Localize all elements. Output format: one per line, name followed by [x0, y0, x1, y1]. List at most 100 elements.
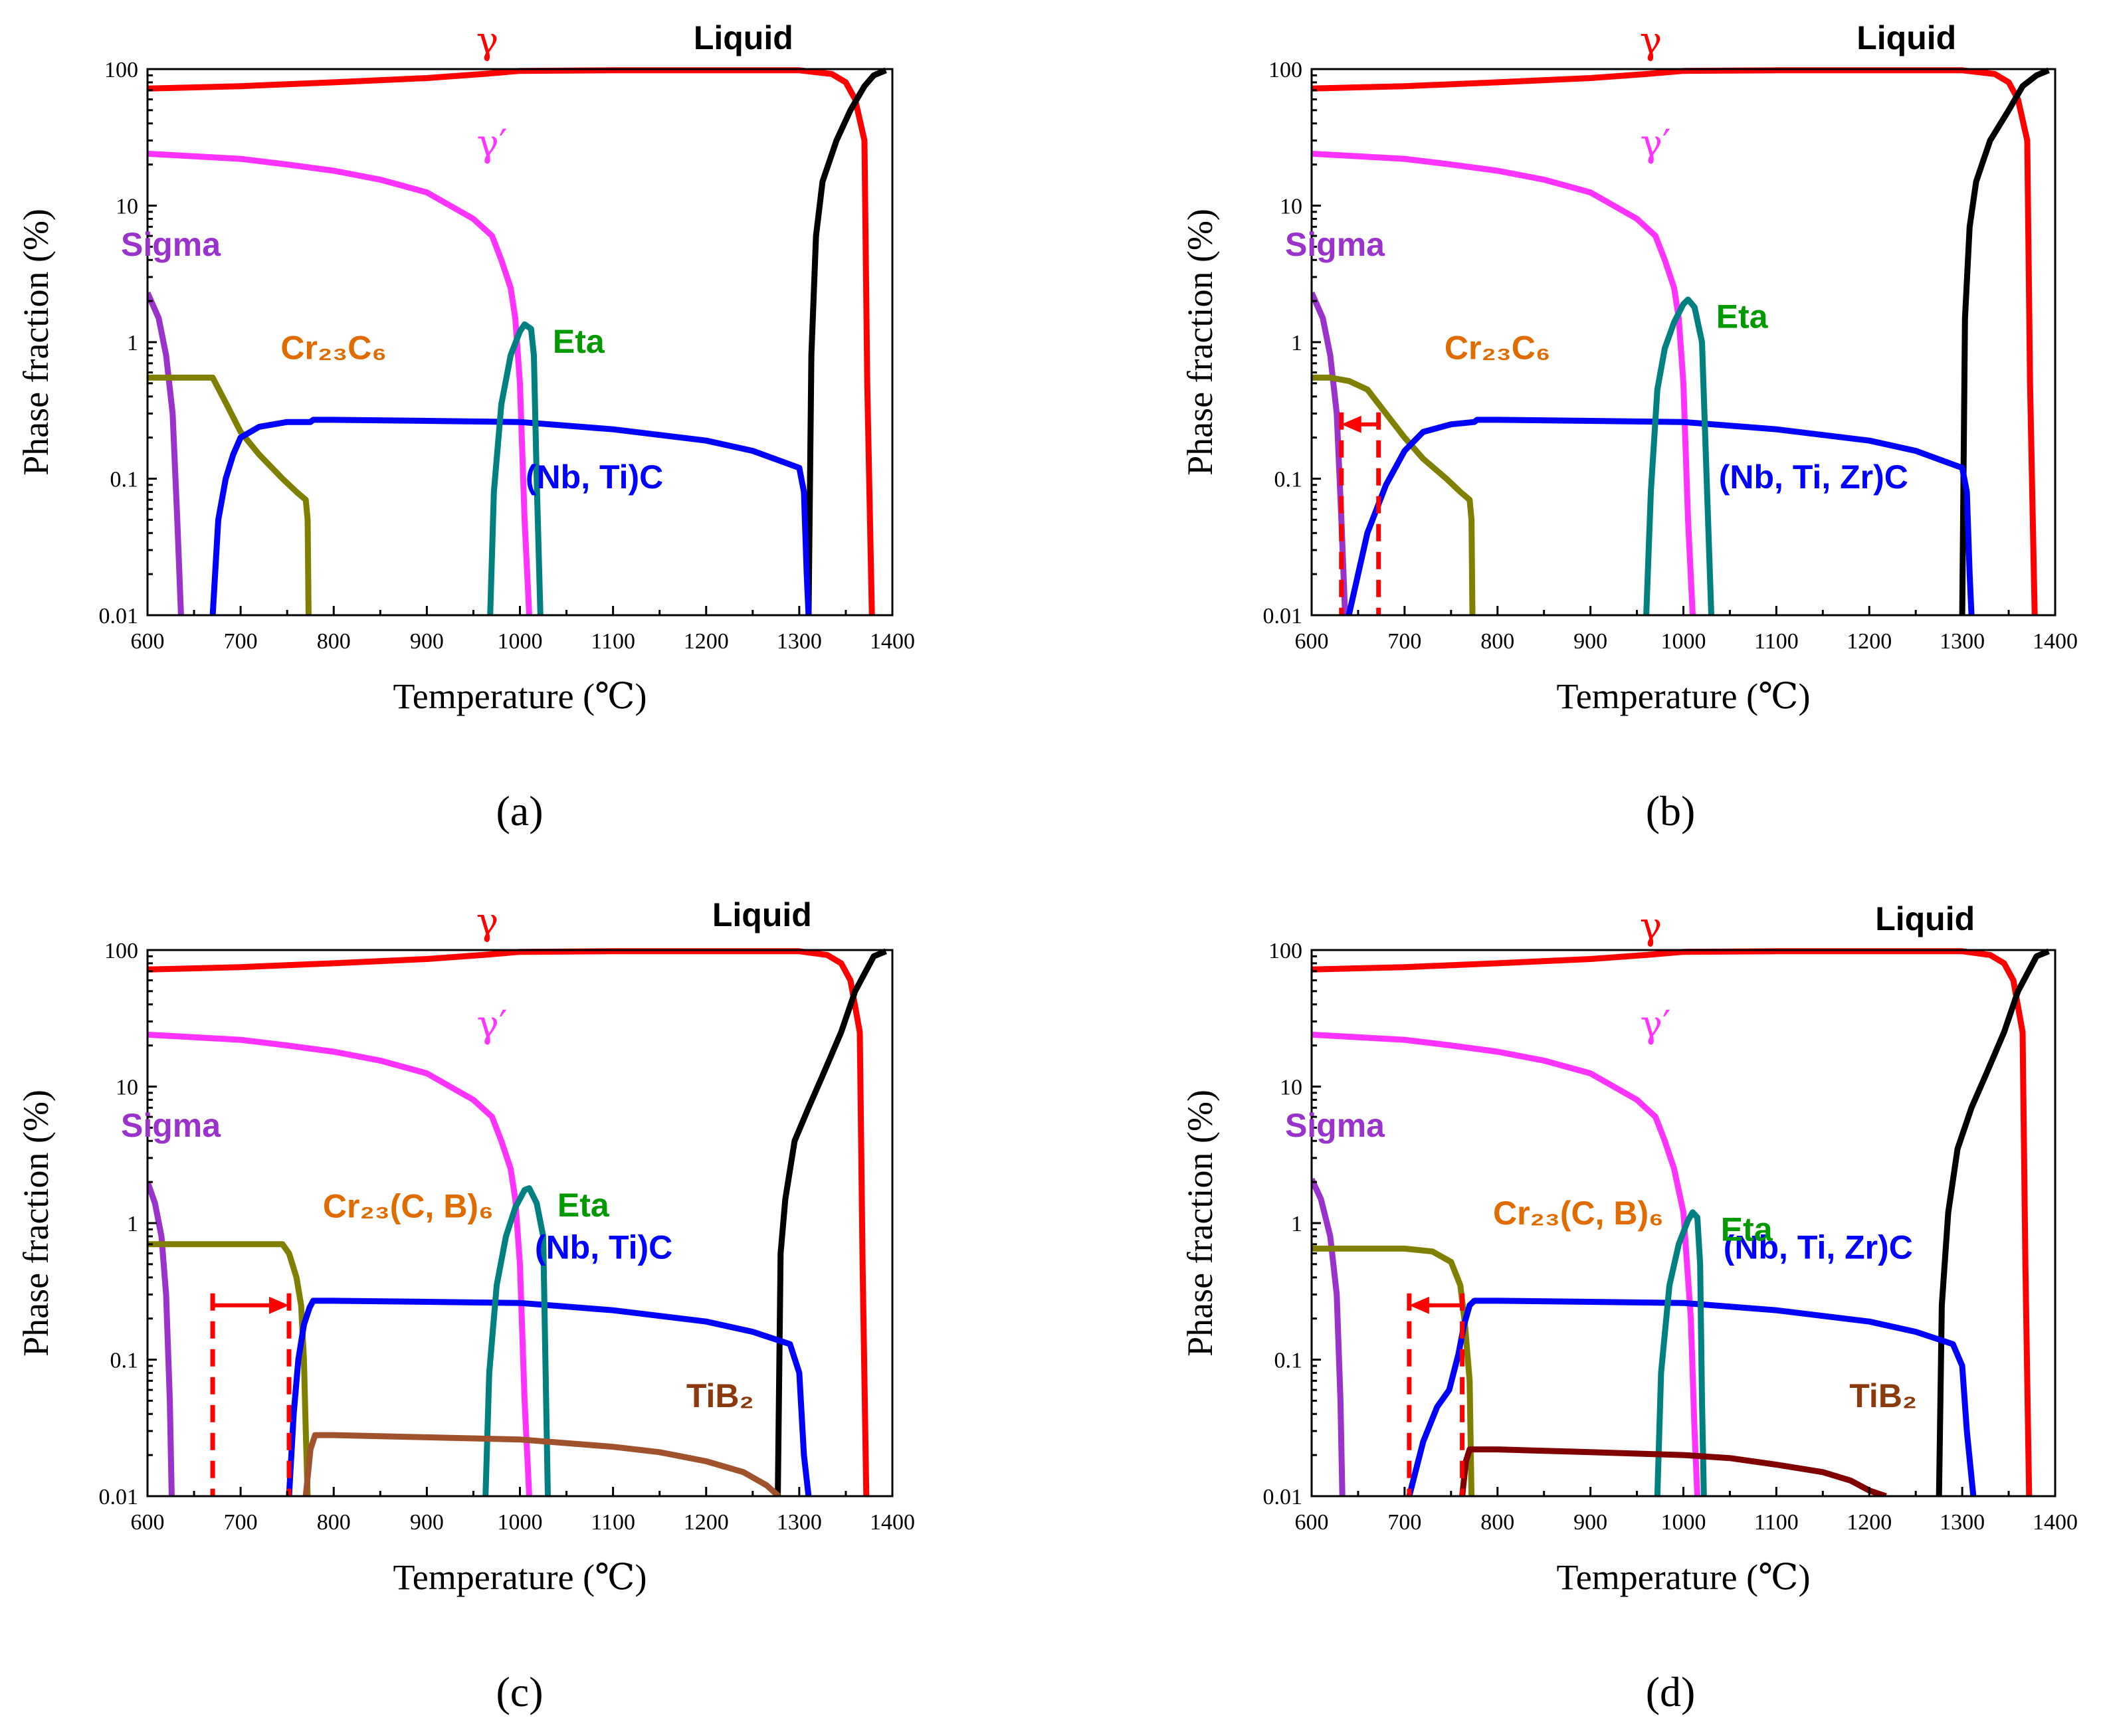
x-tick-label: 800: [317, 629, 351, 654]
series-group: [1312, 948, 2050, 1496]
phase-label-nb-ti-zr-c: (Nb, Ti, Zr)C: [1719, 458, 1908, 496]
y-tick-label: 100: [104, 58, 138, 82]
x-tick-label: 600: [131, 1510, 165, 1535]
x-tick-label: 800: [1480, 629, 1514, 654]
series-line-eta: [1643, 296, 1714, 615]
phase-label-tib: TiB₂: [1849, 1377, 1917, 1414]
x-tick-label: 1100: [1754, 1510, 1799, 1535]
x-tick-label: 1400: [2033, 629, 2078, 654]
phase-label-nb-ti-c: (Nb, Ti)C: [526, 458, 663, 496]
chart-panel-3: 600 700 800 900 1000 1100 1200 1300 14000.010.11…: [16, 896, 915, 1715]
shift-arrowhead: [1409, 1296, 1429, 1314]
x-tick-label: 900: [1573, 1510, 1607, 1535]
phase-label-gamma: γ′: [476, 1003, 507, 1046]
y-tick-label: 100: [104, 939, 138, 963]
y-tick-label: 1: [127, 331, 138, 355]
phase-label-eta: Eta: [1716, 298, 1769, 336]
x-tick-label: 1200: [684, 629, 729, 654]
phase-label-carbide: Cr₂₃C₆: [280, 330, 387, 367]
series-line-gamma: [1312, 67, 2038, 615]
x-tick-label: 1100: [591, 1510, 635, 1535]
y-tick-label: 0.01: [1263, 1485, 1303, 1509]
series-group: [148, 948, 887, 1496]
series-line-gamma: [1312, 1031, 1700, 1496]
series-line-nb-ti-zr-c: [1346, 417, 1975, 615]
y-tick-label: 10: [116, 1076, 138, 1100]
panel-label: (c): [496, 1668, 543, 1715]
phase-label-gamma: γ′: [1640, 122, 1670, 165]
shift-annotation: [1339, 412, 1381, 615]
x-tick-label: 700: [1387, 1510, 1421, 1535]
series-line-liquid: [1959, 67, 2050, 615]
y-tick-label: 100: [1268, 939, 1302, 963]
phase-label-liquid: Liquid: [1856, 19, 1956, 56]
y-tick-label: 10: [1280, 195, 1302, 219]
y-tick-label: 1: [1291, 331, 1302, 355]
y-tick-label: 0.1: [110, 1349, 139, 1373]
series-line-eta: [1654, 1209, 1707, 1496]
x-tick-label: 600: [1295, 629, 1329, 654]
x-tick-label: 1000: [498, 629, 543, 654]
phase-label-sigma: Sigma: [1285, 1107, 1385, 1144]
shift-annotation: [210, 1293, 292, 1496]
x-tick-label: 700: [1387, 629, 1421, 654]
y-axis-title: Phase fraction (%): [1180, 209, 1220, 476]
y-axis-title: Phase fraction (%): [1180, 1090, 1220, 1357]
phase-label-gamma: γ: [476, 20, 498, 63]
x-tick-label: 1300: [777, 1510, 822, 1535]
phase-label-liquid: Liquid: [712, 896, 812, 933]
series-line-gamma: [148, 948, 870, 1496]
phase-label-sigma: Sigma: [121, 1107, 221, 1144]
series-line-nb-ti-c: [286, 1298, 812, 1496]
phase-label-eta: Eta: [553, 323, 605, 360]
x-tick-label: 1100: [591, 629, 635, 654]
phase-label-gamma: γ: [1640, 20, 1662, 63]
y-tick-label: 0.01: [1263, 604, 1303, 628]
series-line-tib: [302, 1432, 781, 1496]
x-tick-label: 900: [410, 1510, 444, 1535]
y-axis-title: Phase fraction (%): [16, 209, 56, 476]
phase-label-gamma: γ: [1640, 906, 1662, 949]
chart-panel-2: 600 700 800 900 1000 1100 1200 1300 14000.010.11…: [1180, 19, 2078, 834]
x-tick-label: 1300: [777, 629, 822, 654]
series-line-gamma: [148, 150, 532, 615]
x-tick-label: 600: [131, 629, 165, 654]
y-tick-label: 0.1: [1274, 468, 1303, 492]
x-axis-title: Temperature (℃): [1557, 1557, 1811, 1597]
phase-label-eta: Eta: [557, 1187, 610, 1224]
series-line-nb-ti-c: [209, 417, 812, 615]
x-tick-label: 1000: [1661, 629, 1706, 654]
y-tick-label: 0.1: [110, 468, 139, 492]
series-line-crc: [1312, 374, 1476, 615]
series-line-tib: [1459, 1446, 1887, 1496]
phase-label-gamma: γ: [476, 901, 498, 944]
x-tick-label: 1000: [498, 1510, 543, 1535]
series-line-gamma: [1312, 948, 2033, 1496]
series-line-cr-c-b: [1312, 1245, 1475, 1496]
y-tick-label: 0.01: [99, 604, 139, 628]
y-tick-label: 0.01: [99, 1485, 139, 1509]
phase-label-sigma: Sigma: [1285, 226, 1385, 263]
x-tick-label: 900: [410, 629, 444, 654]
shift-arrowhead: [1341, 415, 1361, 433]
series-line-liquid: [805, 67, 887, 615]
phase-label-tib: TiB₂: [686, 1377, 754, 1414]
x-tick-label: 1200: [1847, 1510, 1892, 1535]
x-tick-label: 600: [1295, 1510, 1329, 1535]
x-tick-label: 1300: [1940, 629, 1985, 654]
chart-panel-1: 600 700 800 900 1000 1100 1200 1300 14000.010.11…: [16, 19, 915, 834]
x-axis-title: Temperature (℃): [393, 1557, 647, 1597]
series-line-sigma: [1312, 1177, 1346, 1496]
phase-label-carbide: Cr₂₃(C, B)₆: [323, 1187, 494, 1224]
y-tick-label: 1: [1291, 1212, 1302, 1236]
series-line-sigma: [148, 291, 184, 615]
y-axis-title: Phase fraction (%): [16, 1090, 56, 1357]
phase-label-sigma: Sigma: [121, 226, 221, 263]
x-tick-label: 800: [317, 1510, 351, 1535]
x-tick-label: 700: [224, 1510, 258, 1535]
series-line-cr-c-b: [148, 1241, 311, 1496]
panel-label: (b): [1646, 787, 1696, 834]
phase-label-gamma: γ′: [1640, 1003, 1670, 1046]
x-axis-title: Temperature (℃): [393, 676, 647, 716]
